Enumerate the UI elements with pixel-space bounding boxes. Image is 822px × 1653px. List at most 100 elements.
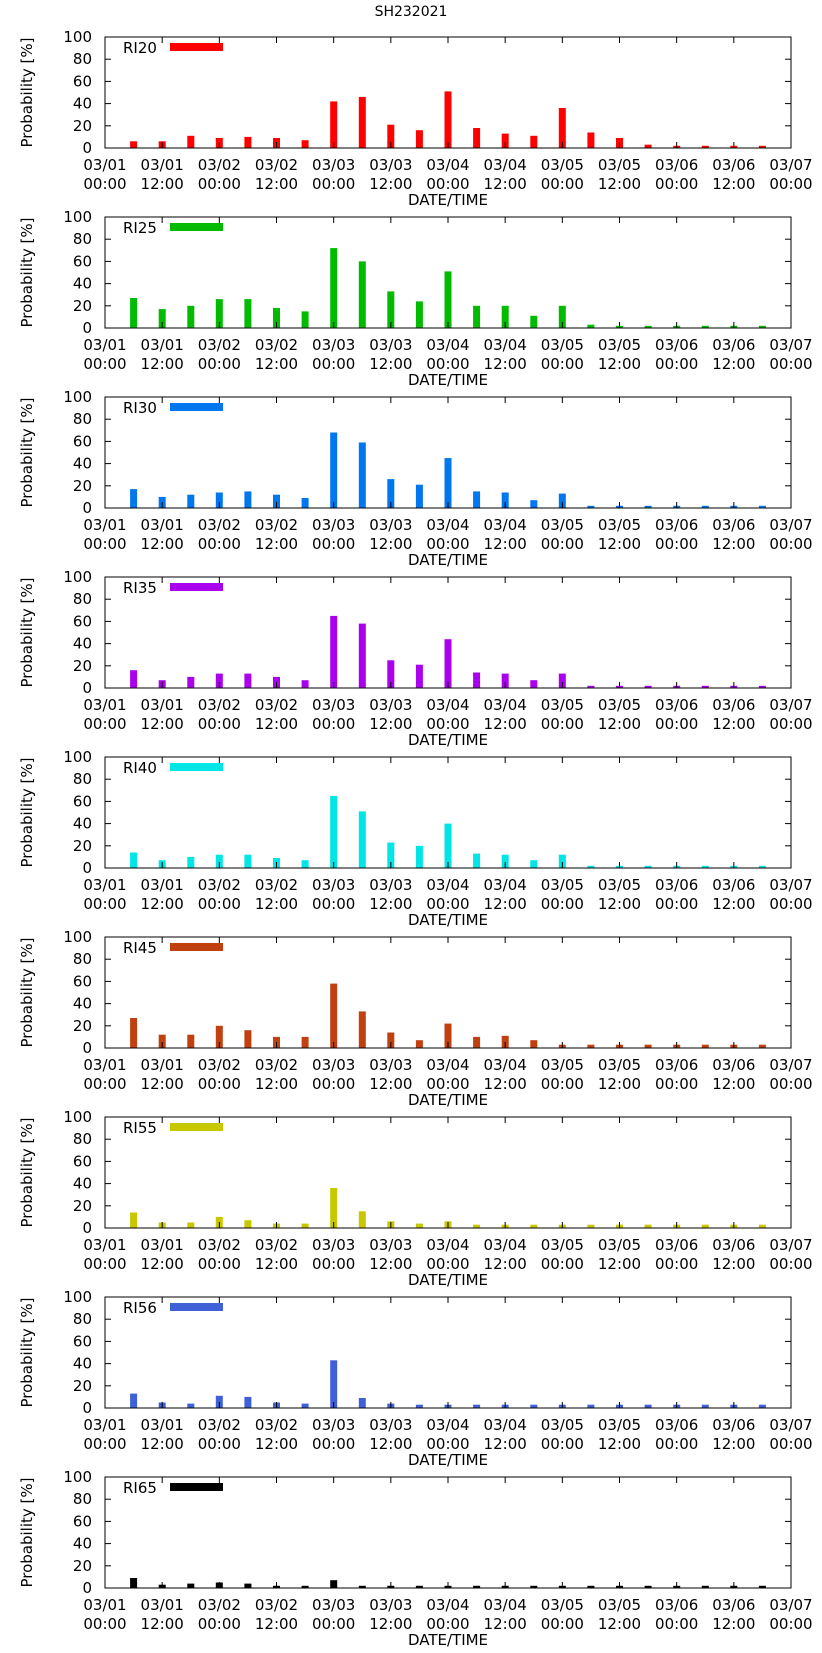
x-tick-label-time: 12:00: [484, 715, 527, 733]
y-tick-label: 0: [82, 1039, 92, 1057]
x-tick-label-time: 00:00: [83, 175, 126, 193]
bar-ri56-22: [758, 1404, 766, 1408]
bar-ri56-12: [473, 1404, 481, 1408]
y-tick-label: 100: [63, 1288, 92, 1306]
x-tick-label-time: 12:00: [598, 715, 641, 733]
x-tick-label-time: 00:00: [655, 1075, 698, 1093]
x-tick-label-time: 00:00: [83, 1615, 126, 1633]
bar-ri55-7: [330, 1188, 338, 1228]
x-tick-label-time: 00:00: [312, 1435, 355, 1453]
bar-ri30-8: [358, 442, 366, 508]
y-tick-label: 60: [73, 252, 92, 270]
bar-ri40-13: [501, 854, 509, 868]
bar-ri25-22: [758, 325, 766, 328]
y-tick-label: 60: [73, 432, 92, 450]
bar-ri40-10: [415, 845, 423, 868]
x-tick-label-time: 00:00: [83, 715, 126, 733]
x-tick-label-date: 03/03: [312, 1596, 355, 1614]
plot-frame: [104, 1116, 792, 1229]
bar-ri35-12: [473, 672, 481, 688]
x-tick-label-date: 03/02: [198, 1416, 241, 1434]
bar-ri56-7: [330, 1360, 338, 1408]
x-tick-label-date: 03/07: [769, 516, 812, 534]
x-tick-label-time: 12:00: [598, 1435, 641, 1453]
x-tick-label-time: 12:00: [141, 1435, 184, 1453]
y-axis-label: Probability [%]: [18, 1297, 36, 1407]
x-tick-label-time: 00:00: [769, 895, 812, 913]
x-tick-label-date: 03/06: [712, 1236, 755, 1254]
x-tick-label-time: 00:00: [83, 1075, 126, 1093]
bar-ri45-20: [701, 1044, 709, 1048]
x-tick-label-date: 03/05: [598, 1236, 641, 1254]
bar-ri35-7: [330, 615, 338, 688]
bar-ri56-18: [644, 1404, 652, 1408]
bar-ri25-12: [473, 305, 481, 328]
bar-ri40-16: [587, 865, 595, 868]
x-tick-label-date: 03/02: [255, 696, 298, 714]
x-tick-label-date: 03/02: [255, 516, 298, 534]
bar-ri30-11: [444, 458, 452, 508]
x-tick-label-date: 03/07: [769, 696, 812, 714]
y-tick-label: 40: [73, 455, 92, 473]
bar-ri56-3: [215, 1395, 223, 1408]
bar-ri20-16: [587, 132, 595, 148]
bar-ri45-10: [415, 1040, 423, 1048]
x-tick-label-time: 00:00: [426, 1255, 469, 1273]
bar-ri55-8: [358, 1211, 366, 1228]
x-tick-label-date: 03/01: [83, 1416, 126, 1434]
x-tick-label-time: 12:00: [369, 1435, 412, 1453]
bar-ri55-20: [701, 1224, 709, 1228]
bar-ri20-7: [330, 101, 338, 148]
y-tick-label: 60: [73, 972, 92, 990]
bar-ri45-13: [501, 1035, 509, 1048]
x-tick-label-date: 03/02: [255, 1596, 298, 1614]
bar-ri30-20: [701, 505, 709, 508]
x-tick-label-time: 00:00: [198, 895, 241, 913]
x-tick-label-date: 03/04: [484, 1596, 527, 1614]
y-tick-label: 40: [73, 1355, 92, 1373]
bar-ri25-13: [501, 305, 509, 328]
x-tick-label-time: 00:00: [198, 715, 241, 733]
bar-ri65-10: [415, 1585, 423, 1588]
bar-ri35-3: [215, 673, 223, 688]
x-tick-label-time: 12:00: [369, 1615, 412, 1633]
x-tick-label-date: 03/02: [255, 1056, 298, 1074]
x-tick-label-time: 00:00: [312, 1615, 355, 1633]
x-tick-label-date: 03/01: [141, 156, 184, 174]
bar-ri45-1: [158, 1034, 166, 1048]
x-tick-label-date: 03/02: [198, 336, 241, 354]
x-tick-label-date: 03/04: [426, 876, 469, 894]
x-tick-label-time: 00:00: [312, 1075, 355, 1093]
x-tick-label-date: 03/06: [712, 156, 755, 174]
x-tick-label-time: 00:00: [198, 1435, 241, 1453]
x-tick-label-date: 03/03: [312, 696, 355, 714]
bar-ri30-9: [387, 479, 395, 508]
x-tick-label-time: 12:00: [712, 355, 755, 373]
x-tick-label-date: 03/01: [141, 696, 184, 714]
bar-ri30-15: [558, 493, 566, 508]
bar-ri25-5: [273, 308, 280, 328]
y-axis-label: Probability [%]: [18, 37, 36, 147]
y-tick-label: 20: [73, 657, 92, 675]
x-tick-label-time: 12:00: [141, 895, 184, 913]
legend-swatch: [170, 763, 223, 771]
x-tick-label-time: 00:00: [541, 715, 584, 733]
x-tick-label-time: 12:00: [369, 1255, 412, 1273]
bar-ri40-9: [387, 842, 395, 868]
legend-label: RI65: [123, 1479, 157, 1497]
bar-ri35-10: [415, 664, 423, 688]
legend-label: RI25: [123, 219, 157, 237]
x-tick-label-date: 03/06: [655, 696, 698, 714]
x-tick-label-time: 12:00: [141, 535, 184, 553]
x-tick-label-time: 12:00: [712, 1255, 755, 1273]
x-tick-label-time: 12:00: [484, 895, 527, 913]
y-tick-label: 0: [82, 319, 92, 337]
x-tick-label-time: 00:00: [541, 355, 584, 373]
x-tick-label-time: 00:00: [426, 1435, 469, 1453]
x-tick-label-date: 03/02: [255, 156, 298, 174]
x-tick-label-date: 03/05: [598, 516, 641, 534]
bar-ri45-6: [301, 1036, 309, 1048]
x-tick-label-time: 12:00: [255, 895, 298, 913]
bar-ri55-10: [415, 1223, 423, 1228]
x-tick-label-time: 12:00: [598, 355, 641, 373]
